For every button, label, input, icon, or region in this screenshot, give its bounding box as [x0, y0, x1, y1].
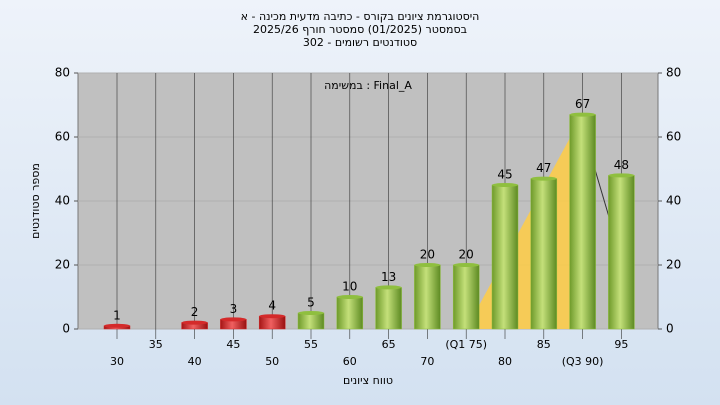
value-label: 20 [420, 248, 435, 262]
value-label: 2 [191, 305, 199, 319]
bar-top [492, 183, 518, 187]
value-label: 3 [230, 302, 238, 316]
bar-top [298, 311, 324, 315]
chart-subtitle: סטודנטים רשומים - 302 [303, 36, 417, 49]
y2-tick-label: 80 [666, 66, 681, 80]
x-tick-label: 95 [614, 338, 628, 351]
bar-top [453, 263, 480, 267]
value-label: 47 [536, 161, 551, 175]
bar-top [569, 112, 596, 117]
x-tick-label: (Q3 90) [562, 355, 604, 368]
value-label: 67 [575, 97, 590, 111]
bar-top [375, 285, 402, 290]
x-tick-label: (Q1 75) [445, 338, 487, 351]
y-tick-label: 60 [55, 130, 70, 144]
y2-tick-label: 20 [666, 258, 681, 272]
y-tick-label: 80 [55, 66, 70, 80]
bar [569, 114, 596, 330]
value-label: 1 [113, 308, 121, 322]
bar-top [336, 295, 363, 299]
bar-top [608, 173, 635, 178]
x-tick-label: 35 [149, 338, 163, 351]
x-tick-label: 45 [226, 338, 240, 351]
bar [530, 178, 558, 330]
y-tick-label: 40 [55, 194, 70, 208]
value-label: 5 [307, 296, 315, 310]
bar [491, 184, 519, 330]
chart-subtitle: בסמסטר (01/2025) סמסטר חורף 2025/26 [253, 23, 467, 36]
y2-tick-label: 60 [666, 130, 681, 144]
value-label: 20 [459, 248, 474, 262]
bar [297, 312, 325, 330]
bar [608, 175, 635, 330]
x-tick-label: 60 [343, 355, 357, 368]
bar-top [530, 176, 557, 181]
bar [452, 264, 480, 330]
bar-top [220, 317, 247, 322]
y-tick-label: 20 [55, 258, 70, 272]
x-tick-label: 70 [420, 355, 434, 368]
y-tick-label: 0 [62, 322, 70, 336]
value-label: 10 [342, 280, 357, 294]
y2-tick-label: 0 [666, 322, 674, 336]
value-label: 48 [614, 158, 629, 172]
x-tick-label: 30 [110, 355, 124, 368]
value-label: 4 [268, 299, 276, 313]
x-tick-label: 55 [304, 338, 318, 351]
bar [375, 287, 402, 330]
x-axis-label: טווח ציונים [343, 374, 393, 387]
bar [336, 296, 364, 330]
value-label: 45 [497, 168, 512, 182]
y2-tick-label: 40 [666, 194, 681, 208]
x-tick-label: 50 [265, 355, 279, 368]
value-label: 13 [381, 270, 396, 284]
x-tick-label: 85 [537, 338, 551, 351]
bar-top [414, 263, 441, 267]
y-axis-label: מספר סטודנטים [29, 163, 42, 239]
x-tick-label: 80 [498, 355, 512, 368]
x-tick-label: 65 [382, 338, 396, 351]
annotation: במשימה : Final_A [324, 79, 412, 92]
x-tick-label: 40 [188, 355, 202, 368]
bar-top [181, 320, 208, 325]
bar-top [259, 314, 286, 319]
chart-title: היסטוגרמת ציונים בקורס - כתיבה מדעית מכי… [241, 10, 480, 23]
bar [414, 264, 441, 330]
bar-top [104, 323, 130, 328]
